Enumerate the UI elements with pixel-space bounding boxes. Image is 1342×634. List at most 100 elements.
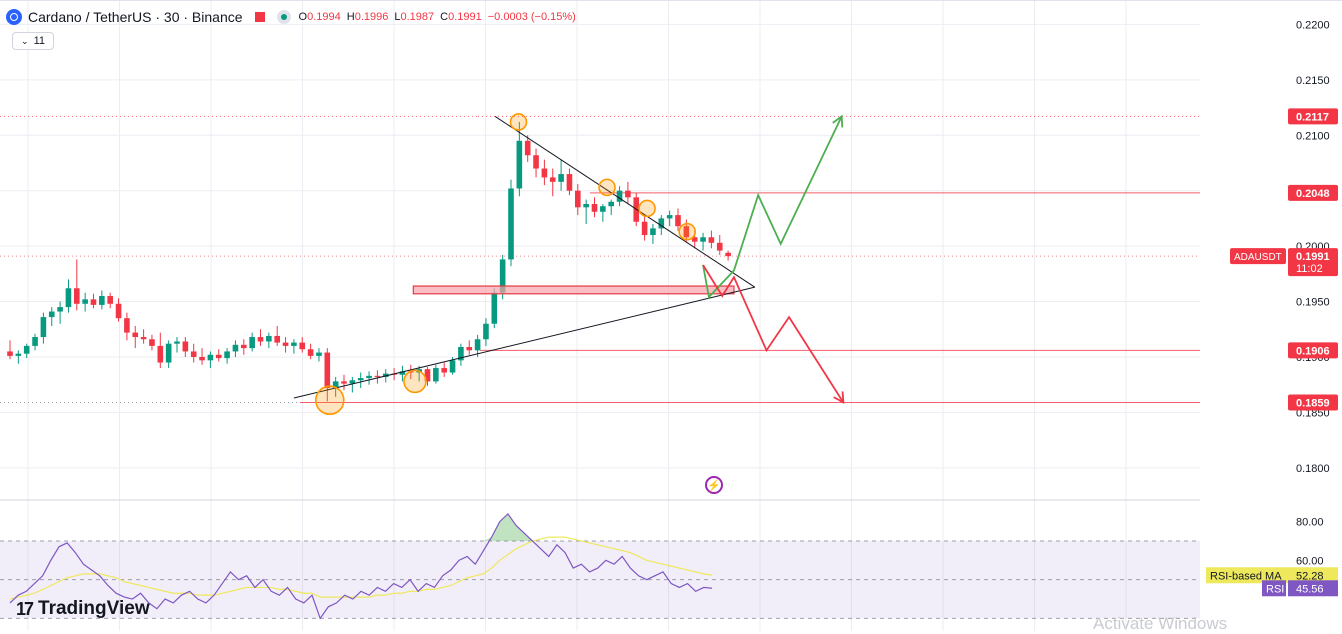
tradingview-logo[interactable]: 17 TradingView xyxy=(16,598,150,620)
candle-body xyxy=(458,347,464,361)
candle-body xyxy=(40,317,47,338)
candle-body xyxy=(341,381,347,384)
pivot-circle xyxy=(638,199,656,218)
candle-body xyxy=(499,259,506,293)
market-status-icon[interactable] xyxy=(276,10,291,24)
candle-body xyxy=(74,288,80,304)
candle-body xyxy=(449,360,456,373)
candle-body xyxy=(541,168,548,178)
rsi-overbought-fill xyxy=(483,513,533,541)
drawings xyxy=(293,113,845,416)
candle-body xyxy=(424,369,431,382)
symbol-chip xyxy=(1230,248,1286,265)
candle-body xyxy=(508,188,514,260)
windows-watermark: Activate Windows xyxy=(1093,614,1228,633)
flag-icon[interactable] xyxy=(254,12,265,22)
candle-body xyxy=(324,352,331,389)
candle-body xyxy=(274,335,280,343)
indicator-count: 11 xyxy=(33,35,45,47)
current-price-tag xyxy=(1288,248,1338,277)
candle-body xyxy=(241,344,247,349)
candle-body xyxy=(99,296,105,305)
candle-body xyxy=(15,353,22,356)
candle-body xyxy=(700,237,706,242)
rsi-name: RSI xyxy=(1266,583,1284,595)
rsi-line xyxy=(9,512,713,620)
trendline xyxy=(494,116,756,288)
rsi-ma-line xyxy=(9,536,713,600)
candle-body xyxy=(182,341,189,352)
rsi-ma-name-chip xyxy=(1206,567,1288,584)
candle-body xyxy=(575,190,581,208)
candle-body xyxy=(224,351,230,359)
candle-body xyxy=(7,351,13,356)
price-axis: 0.18000.18500.19000.19500.20000.20500.21… xyxy=(1206,19,1338,597)
flash-icon[interactable]: ⚡ xyxy=(705,476,723,494)
tradingview-wordmark: TradingView xyxy=(38,598,150,619)
candle-body xyxy=(591,204,598,212)
candle-body xyxy=(299,342,306,350)
rsi-ma-value: 52.28 xyxy=(1296,570,1324,582)
pivot-circle xyxy=(315,385,345,416)
candle-body xyxy=(524,140,531,156)
price-tag xyxy=(1288,342,1338,359)
candle-body xyxy=(533,155,539,169)
bearish-projection-path xyxy=(702,264,845,403)
candle-body xyxy=(190,351,197,357)
trendline xyxy=(293,286,755,399)
price-axis-label: 0.1800 xyxy=(1296,463,1330,475)
rsi-value: 45.56 xyxy=(1296,583,1324,595)
candle-body xyxy=(357,378,364,381)
candle-body xyxy=(658,218,665,229)
price-axis-label: 0.1950 xyxy=(1296,297,1330,309)
indicators-collapse-button[interactable]: ⌄ 11 xyxy=(12,32,54,50)
candle-body xyxy=(157,345,164,363)
price-tag-label: 0.2117 xyxy=(1296,111,1329,123)
candle-body xyxy=(57,307,63,312)
candle-body xyxy=(291,342,297,346)
pivot-circle xyxy=(509,113,528,131)
rsi-value-tag xyxy=(1288,580,1338,597)
symbol-title[interactable]: Cardano / TetherUS · 30 · Binance xyxy=(28,9,243,25)
pivot-circle xyxy=(598,178,616,197)
rsi-axis-label: 60.00 xyxy=(1296,555,1324,567)
candle-body xyxy=(441,368,447,373)
candle-body xyxy=(374,375,381,377)
candle-body xyxy=(691,237,698,242)
candle-body xyxy=(316,352,322,356)
rsi-pane xyxy=(0,512,1200,620)
candle-body xyxy=(249,337,255,349)
candle-body xyxy=(232,344,239,352)
candle-body xyxy=(115,303,122,319)
candle-body xyxy=(491,292,498,324)
price-axis-label: 0.2100 xyxy=(1296,130,1330,142)
close-value: 0.1991 xyxy=(448,11,482,23)
cardano-logo-icon xyxy=(6,9,22,25)
candle-body xyxy=(257,337,264,342)
candle-body xyxy=(332,381,339,389)
candle-body xyxy=(625,190,631,198)
price-tag-label: 0.1859 xyxy=(1296,397,1330,409)
candle-body xyxy=(725,252,731,257)
candle-body xyxy=(483,323,489,340)
candle-body xyxy=(140,337,147,340)
candle-body xyxy=(708,237,715,243)
price-axis-label: 0.2150 xyxy=(1296,75,1330,87)
price-tag xyxy=(1288,108,1338,125)
ohlc-values: O0.1994 H0.1996 L0.1987 C0.1991 −0.0003 (−0.… xyxy=(298,11,576,23)
candle-body xyxy=(107,296,113,304)
rsi-ma-name: RSI-based MA xyxy=(1210,570,1282,582)
candle-body xyxy=(207,354,214,361)
tradingview-mark-icon: 17 xyxy=(16,598,34,619)
candle-countdown: 11:02 xyxy=(1296,263,1323,275)
candle-body xyxy=(474,339,481,351)
pivot-circle xyxy=(403,369,427,394)
candle-body xyxy=(716,242,723,251)
candle-body xyxy=(82,299,88,304)
price-axis-label: 0.2200 xyxy=(1296,19,1330,31)
chevron-down-icon: ⌄ xyxy=(21,35,29,46)
pivot-circle xyxy=(678,222,696,241)
candle-body xyxy=(583,204,589,208)
candle-body xyxy=(32,337,38,346)
